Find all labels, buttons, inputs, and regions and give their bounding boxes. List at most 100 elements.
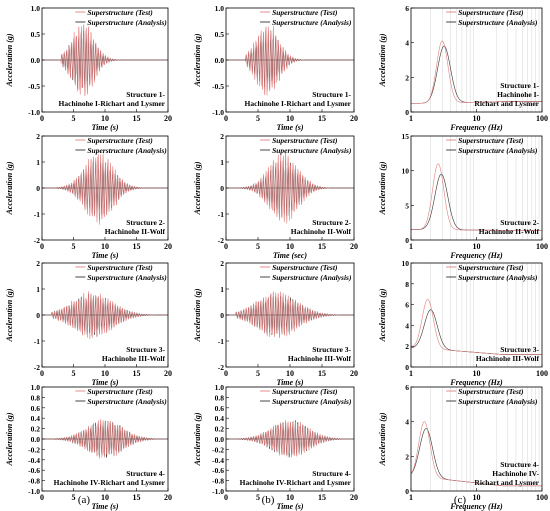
- structure-annotation: Structure 1-: [500, 81, 539, 90]
- x-axis-label: Time (s): [276, 123, 303, 132]
- x-tick-label: 0: [40, 242, 44, 251]
- series-test-line: [42, 291, 168, 340]
- legend-entry: Superstructure (Analysis): [87, 18, 167, 27]
- x-tick-label: 5: [256, 493, 260, 502]
- legend-entry: Superstructure (Test): [272, 136, 338, 145]
- y-axis-label: Acceleration (g): [193, 412, 202, 466]
- x-tick-label: 15: [133, 242, 141, 251]
- y-tick-label: 0: [405, 236, 409, 245]
- x-tick-label: 100: [536, 369, 548, 378]
- panel-label: (c): [454, 494, 467, 506]
- y-tick-label: 0.0: [31, 56, 41, 65]
- y-tick-label: 0.0: [215, 56, 225, 65]
- x-tick-label: 20: [164, 242, 172, 251]
- chart-c3: 0 2 4 6 8 10 1 10 100 Frequency (Hz) Acceleration …: [378, 259, 548, 387]
- y-tick-label: 1.0: [31, 4, 41, 13]
- structure-annotation: Structure 4-: [312, 469, 351, 478]
- x-tick-label: 20: [164, 369, 172, 378]
- y-tick-label: 1.0: [215, 4, 225, 13]
- legend-entry: Superstructure (Analysis): [458, 18, 538, 27]
- x-axis-label: Frequency (Hz): [449, 502, 503, 511]
- x-tick-label: 0: [224, 242, 228, 251]
- series-test-line: [226, 26, 354, 96]
- x-tick-label: 5: [256, 114, 260, 123]
- y-tick-label: -1: [34, 210, 40, 219]
- x-tick-label: 10: [473, 369, 481, 378]
- legend-entry: Superstructure (Analysis): [458, 273, 538, 282]
- structure-annotation: Structure 2-: [126, 218, 165, 227]
- y-tick-label: 8: [405, 280, 409, 289]
- y-tick-label: -2: [34, 236, 40, 245]
- x-tick-label: 5: [256, 369, 260, 378]
- y-tick-label: -0.6: [28, 466, 40, 475]
- y-tick-label: 0.2: [215, 425, 225, 434]
- x-axis-label: Frequency (Hz): [449, 378, 503, 387]
- y-tick-label: 10: [402, 167, 410, 176]
- x-axis-label: Time (s): [276, 502, 303, 511]
- panel-label: (a): [78, 494, 91, 506]
- y-axis-label: Acceleration (g): [193, 33, 202, 87]
- y-tick-label: 0: [405, 363, 409, 372]
- y-tick-label: 15: [402, 132, 410, 141]
- x-tick-label: 5: [72, 369, 76, 378]
- structure-annotation: Hachinohe IV-Richart and Lysmer: [240, 478, 352, 487]
- y-tick-label: -2: [34, 363, 40, 372]
- x-tick-label: 20: [350, 242, 358, 251]
- y-tick-label: 1: [220, 285, 224, 294]
- y-tick-label: 1.0: [215, 383, 225, 392]
- structure-annotation: Hachinohe IV-: [492, 469, 539, 478]
- structure-annotation: Hachinohe III-Wolf: [288, 354, 352, 363]
- legend-entry: Superstructure (Test): [87, 136, 153, 145]
- y-tick-label: 0.4: [215, 414, 225, 423]
- legend-entry: Superstructure (Analysis): [87, 273, 167, 282]
- legend-entry: Superstructure (Analysis): [272, 397, 352, 406]
- y-tick-label: 2: [405, 452, 409, 461]
- legend-entry: Superstructure (Test): [272, 263, 338, 272]
- y-tick-label: 1: [36, 285, 40, 294]
- series-test-line: [42, 419, 168, 459]
- x-tick-label: 10: [286, 242, 294, 251]
- x-tick-label: 20: [164, 493, 172, 502]
- structure-annotation: Hachinohe II-Wolf: [291, 227, 352, 236]
- structure-annotation: Structure 3-: [500, 345, 539, 354]
- y-tick-label: 0.5: [31, 30, 41, 39]
- series-test-line: [411, 40, 542, 104]
- y-tick-label: 0.0: [31, 435, 41, 444]
- structure-annotation: Structure 4-: [500, 460, 539, 469]
- y-tick-label: -0.5: [28, 82, 40, 91]
- y-axis-label: Acceleration (g): [378, 288, 387, 342]
- y-tick-label: 0.8: [31, 393, 41, 402]
- legend-entry: Superstructure (Test): [87, 387, 153, 396]
- y-tick-label: -0.2: [212, 445, 224, 454]
- x-axis-label: Time (s): [276, 378, 303, 387]
- x-tick-label: 1: [409, 369, 413, 378]
- legend-entry: Superstructure (Test): [458, 263, 524, 272]
- x-tick-label: 0: [224, 369, 228, 378]
- x-tick-label: 0: [40, 114, 44, 123]
- chart-a4: -1.0-0.8 -0.6-0.4 -0.20.00.2 0.40.6 0.81.0 0 5…: [5, 383, 172, 511]
- y-tick-label: -1.0: [28, 108, 40, 117]
- y-axis-label: Acceleration (g): [193, 161, 202, 215]
- x-tick-label: 10: [286, 114, 294, 123]
- y-axis-label: Acceleration (g): [378, 161, 387, 215]
- series-test-line: [226, 419, 354, 458]
- x-axis-label: Frequency (Hz): [449, 123, 503, 132]
- y-tick-label: -1.0: [212, 487, 224, 496]
- x-tick-label: 10: [101, 242, 109, 251]
- x-tick-label: 20: [350, 493, 358, 502]
- x-tick-label: 0: [224, 114, 228, 123]
- structure-annotation: Structure 4-: [126, 469, 165, 478]
- y-tick-label: 2: [220, 259, 224, 268]
- x-axis-label: Time (s): [91, 378, 118, 387]
- legend-entry: Superstructure (Test): [458, 387, 524, 396]
- x-tick-label: 10: [473, 493, 481, 502]
- x-axis-label: Time (s): [91, 123, 118, 132]
- x-tick-label: 20: [350, 114, 358, 123]
- y-tick-label: 0: [220, 311, 224, 320]
- legend-entry: Superstructure (Analysis): [272, 18, 352, 27]
- y-tick-label: -1.0: [28, 487, 40, 496]
- x-tick-label: 15: [133, 114, 141, 123]
